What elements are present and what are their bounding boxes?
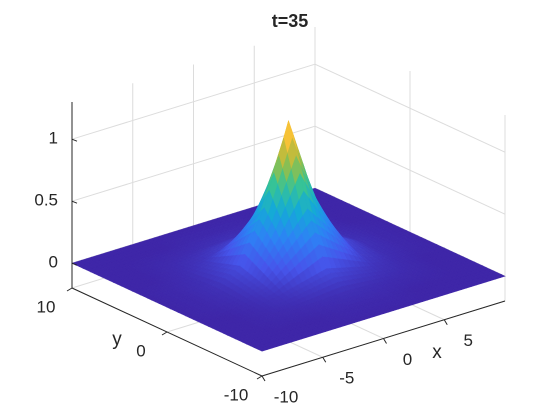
grid-line	[71, 125, 316, 202]
y-tick-label: 0	[136, 341, 145, 360]
grid-line	[71, 63, 316, 140]
grid-line	[314, 63, 506, 153]
x-tick-label: -5	[339, 369, 354, 388]
y-axis-label: y	[112, 329, 122, 350]
z-tick	[71, 138, 78, 142]
surface-patch	[257, 347, 268, 352]
y-tick	[256, 375, 263, 380]
chart-title: t=35	[272, 11, 309, 31]
x-tick	[443, 319, 448, 326]
x-tick-label: 0	[403, 350, 412, 369]
z-tick	[71, 200, 78, 204]
x-axis-label: x	[432, 342, 442, 363]
z-tick-label: 0.5	[34, 191, 58, 210]
z-tick	[71, 262, 78, 266]
y-tick	[161, 331, 168, 336]
x-tick-label: -10	[274, 387, 299, 406]
z-tick-label: 0	[49, 253, 58, 272]
x-tick-label: 5	[464, 331, 473, 350]
x-tick	[261, 375, 266, 382]
z-tick-label: 1	[49, 129, 58, 148]
x-tick	[322, 356, 327, 363]
grid-line	[314, 125, 506, 215]
x-tick	[383, 338, 387, 344]
y-tick	[66, 287, 73, 292]
y-tick-label: 10	[37, 297, 56, 316]
y-tick-label: -10	[224, 385, 249, 404]
